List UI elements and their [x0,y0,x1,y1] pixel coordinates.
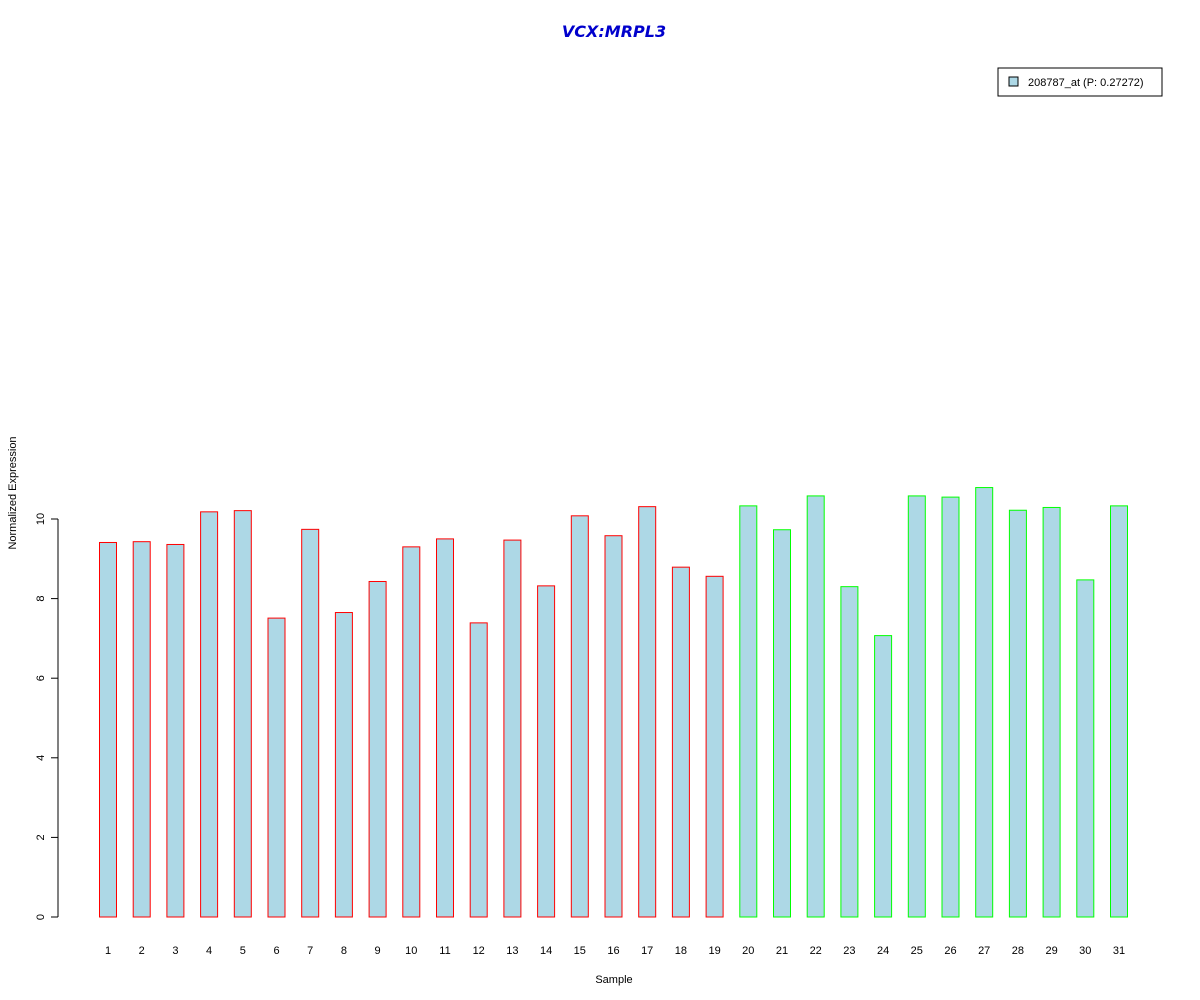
x-tick-label: 11 [439,945,450,957]
bar [874,635,893,918]
bar-group [99,487,1128,918]
bar [334,612,353,918]
x-tick-label: 9 [375,945,381,957]
y-tick-label: 6 [35,675,47,681]
y-tick-label: 8 [35,596,47,602]
bar [132,541,151,918]
bar [99,541,117,918]
x-tick-label: 27 [978,945,990,957]
x-tick-label: 2 [139,945,145,957]
x-tick-label: 3 [172,945,178,957]
x-tick-label: 22 [810,945,822,957]
bar [1110,505,1128,918]
x-tick-label: 7 [307,945,313,957]
x-tick-label: 31 [1113,945,1125,957]
bar [941,496,960,918]
bar [806,495,825,918]
x-tick-label: 10 [405,945,417,957]
x-tick-label: 6 [273,945,279,957]
bar [233,510,252,918]
x-tick-label: 25 [911,945,923,957]
legend-entry-label: 208787_at (P: 0.27272) [1028,77,1144,89]
bar [368,580,387,918]
x-tick-label: 24 [877,945,889,957]
bar [840,586,859,918]
bar [570,515,589,918]
bar [469,622,488,918]
x-tick-label: 26 [944,945,956,957]
chart-title: VCX:MRPL3 [562,22,666,41]
bar [200,511,219,918]
bar [604,535,623,918]
bar [705,575,724,918]
legend: 208787_at (P: 0.27272) [997,67,1163,97]
x-tick-label: 16 [607,945,619,957]
bar [739,505,758,918]
x-tick-label: 5 [240,945,246,957]
bar [1008,509,1027,918]
x-tick-label: 19 [708,945,720,957]
bar [975,487,994,918]
bar [773,529,791,918]
legend-swatch [1008,76,1019,87]
x-axis-label: Sample [595,974,632,986]
y-tick-label: 2 [35,834,47,840]
x-tick-label: 4 [206,945,212,957]
x-tick-label: 30 [1079,945,1091,957]
bar [1076,579,1095,918]
y-axis-label: Normalized Expression [7,436,19,549]
bar [537,585,556,918]
legend-box [997,67,1163,97]
bar [301,528,320,918]
bar [638,506,657,918]
bar [166,543,185,918]
bar [436,538,454,918]
x-tick-labels: 1 2 3 4 5 6 7 8 9 10 11 12 13 14 15 16 17 18 19 20 21 22 23 24 2… [105,945,1125,957]
y-axis: 0 2 4 6 8 10 [35,513,59,920]
x-tick-label: 12 [473,945,485,957]
bar [267,617,286,918]
bar [671,566,690,918]
x-tick-label: 20 [742,945,754,957]
x-tick-label: 23 [843,945,855,957]
bar [1042,506,1061,918]
bar [907,495,926,918]
x-tick-label: 29 [1045,945,1057,957]
x-tick-label: 8 [341,945,347,957]
x-tick-label: 28 [1012,945,1024,957]
x-tick-label: 14 [540,945,552,957]
x-tick-label: 18 [675,945,687,957]
y-tick-label: 10 [35,513,47,525]
x-tick-label: 15 [574,945,586,957]
x-tick-label: 17 [641,945,653,957]
y-tick-label: 0 [35,914,47,920]
y-tick-label: 4 [35,755,47,761]
bar [402,546,421,918]
x-tick-label: 21 [776,945,788,957]
x-tick-label: 13 [506,945,518,957]
x-tick-label: 1 [105,945,111,957]
bar [503,539,522,918]
